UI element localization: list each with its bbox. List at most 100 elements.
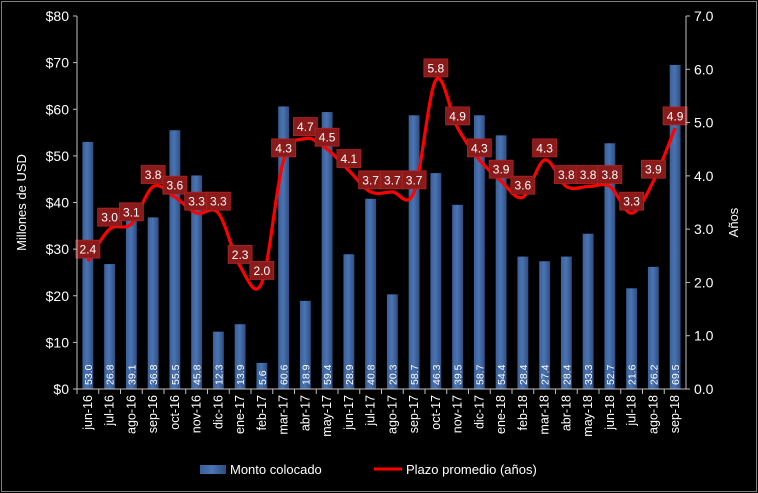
- line-label-mar-18: 4.3: [532, 138, 558, 158]
- bar-label-dic-16: 12.3: [213, 364, 225, 385]
- bar-oct-16: [169, 130, 181, 389]
- line-label-text: 3.8: [558, 168, 575, 182]
- x-tick-sep-16: sep-16: [146, 395, 160, 433]
- line-label-nov-17: 4.9: [445, 106, 471, 126]
- x-tick-mar-17: mar-17: [277, 395, 291, 435]
- bar-label-ene-17: 13.9: [235, 364, 247, 385]
- line-label-text: 3.0: [101, 211, 118, 225]
- bar-label-abr-17: 18.9: [300, 364, 312, 385]
- bar-label-jun-16: 53.0: [83, 364, 95, 385]
- line-label-feb-18: 3.6: [510, 175, 536, 195]
- bar-jun-18: [604, 143, 616, 389]
- x-tick-nov-16: nov-16: [190, 395, 204, 433]
- line-label-may-17: 4.5: [314, 127, 340, 147]
- line-label-text: 4.9: [667, 109, 684, 123]
- y-tick-$60: $60: [46, 101, 70, 117]
- line-label-text: 5.8: [428, 61, 445, 75]
- y2-axis-title: Años: [726, 207, 741, 237]
- bar-label-jun-17: 28.9: [344, 364, 356, 385]
- bar-oct-17: [430, 173, 442, 389]
- line-label-jun-17: 4.1: [336, 149, 362, 168]
- bar-label-ago-16: 39.1: [126, 364, 138, 385]
- x-tick-dic-16: dic-16: [211, 395, 225, 429]
- bar-label-dic-17: 58.7: [474, 364, 486, 385]
- bar-label-oct-16: 55.5: [170, 364, 182, 385]
- line-label-mar-17: 4.3: [271, 138, 297, 158]
- line-label-dic-17: 4.3: [466, 138, 492, 158]
- line-label-text: 3.7: [362, 173, 379, 187]
- line-label-text: 4.5: [319, 131, 336, 145]
- y-tick-$10: $10: [46, 334, 70, 350]
- bar-ago-17: [386, 294, 398, 389]
- line-label-sep-17: 3.7: [401, 170, 427, 190]
- x-tick-ago-17: ago-17: [385, 395, 399, 434]
- bar-label-feb-18: 28.4: [518, 364, 530, 385]
- bar-label-may-17: 59.4: [322, 364, 334, 385]
- bar-label-abr-18: 28.4: [561, 364, 573, 385]
- bar-value-labels: 53.0 26.8 39.1 36.8 55.5 45.8 12.3 13.9 5.6 60.6 1…: [83, 364, 682, 385]
- line-label-ago-16: 3.1: [118, 202, 144, 222]
- bar-label-jul-18: 21.6: [627, 364, 639, 385]
- x-tick-ago-18: ago-18: [646, 395, 660, 434]
- line-label-text: 3.9: [645, 163, 662, 177]
- x-tick-jul-17: jul-17: [364, 395, 378, 427]
- bar-feb-17: [256, 362, 268, 389]
- x-tick-may-18: may-18: [581, 395, 595, 437]
- bar-abr-17: [299, 300, 311, 389]
- y2-tick-0.0: 0.0: [694, 381, 714, 397]
- bar-ene-17: [234, 324, 246, 389]
- bar-abr-18: [560, 256, 572, 389]
- line-label-text: 3.1: [123, 205, 140, 219]
- bar-nov-17: [452, 204, 464, 389]
- y2-tick-1.0: 1.0: [694, 328, 714, 344]
- line-label-sep-16: 3.8: [140, 165, 166, 184]
- x-tick-jun-17: jun-17: [342, 395, 356, 431]
- line-label-text: 2.3: [232, 248, 249, 262]
- line-label-abr-18: 3.8: [553, 165, 579, 184]
- line-label-text: 3.8: [580, 168, 597, 182]
- x-tick-abr-18: abr-18: [559, 395, 573, 431]
- bar-may-18: [582, 233, 594, 389]
- axes: $0 $10 $20 $30 $40 $50 $60 $70 $80 0.0 1.0 2.0 3.0 4.…: [14, 8, 741, 437]
- bar-ago-18: [647, 266, 659, 389]
- bar-dic-16: [212, 331, 224, 389]
- bar-label-may-18: 33.3: [583, 364, 595, 385]
- bar-nov-16: [191, 175, 203, 389]
- line-value-labels: 2.4 3.0 3.1 3.8 3.6 3.3 3.3 2.3 2.0 4.3 4.7 4.5 4.1 3…: [75, 58, 688, 280]
- bar-jul-17: [365, 198, 377, 389]
- bar-label-mar-18: 27.4: [540, 364, 552, 385]
- line-label-abr-17: 4.7: [292, 117, 318, 136]
- bar-label-nov-17: 39.5: [453, 364, 465, 385]
- bar-label-ago-18: 26.2: [648, 364, 660, 385]
- y-tick-$40: $40: [46, 195, 70, 211]
- line-label-oct-17: 5.8: [423, 58, 449, 78]
- y-tick-$80: $80: [46, 8, 70, 24]
- y2-tick-4.0: 4.0: [694, 168, 714, 184]
- line-label-text: 2.0: [254, 264, 271, 278]
- line-label-text: 3.8: [145, 168, 162, 182]
- y-tick-$30: $30: [46, 241, 70, 257]
- bar-label-oct-17: 46.3: [431, 364, 443, 385]
- line-label-ene-18: 3.9: [488, 159, 514, 179]
- line-label-text: 3.3: [623, 195, 640, 209]
- x-tick-mar-18: mar-18: [538, 395, 552, 435]
- bar-jul-18: [626, 288, 638, 389]
- line-label-text: 4.7: [297, 120, 314, 134]
- bar-jun-16: [82, 141, 94, 389]
- x-tick-oct-17: oct-17: [429, 395, 443, 430]
- bar-label-ene-18: 54.4: [496, 364, 508, 385]
- line-label-feb-17: 2.0: [249, 261, 275, 280]
- y-tick-$0: $0: [53, 381, 69, 397]
- line-label-text: 4.3: [471, 141, 488, 155]
- x-tick-sep-18: sep-18: [668, 395, 682, 433]
- bar-label-sep-16: 36.8: [148, 364, 160, 385]
- x-tick-jul-18: jul-18: [625, 395, 639, 427]
- line-label-jul-18: 3.3: [619, 191, 645, 211]
- x-tick-abr-17: abr-17: [298, 395, 312, 431]
- line-label-text: 4.1: [341, 152, 358, 166]
- x-tick-dic-17: dic-17: [472, 395, 486, 429]
- y2-tick-7.0: 7.0: [694, 8, 714, 24]
- line-label-ago-17: 3.7: [379, 170, 405, 190]
- bar-label-jun-18: 52.7: [605, 364, 617, 385]
- line-label-may-18: 3.8: [575, 165, 601, 184]
